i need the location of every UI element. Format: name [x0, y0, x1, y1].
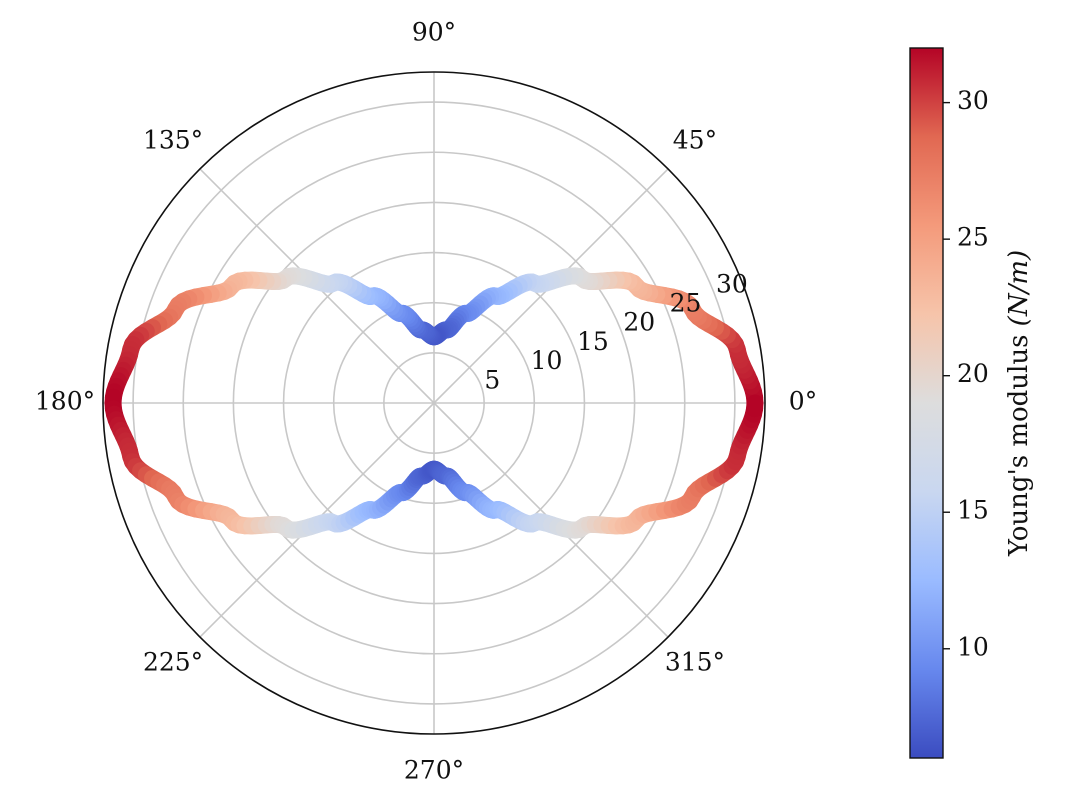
radial-tick-label: 10	[531, 346, 563, 375]
radial-tick-labels: 5 10 15 20 25 30	[484, 269, 747, 394]
polar-grid	[103, 72, 765, 734]
theta-tick-label: 0°	[789, 387, 817, 416]
colorbar-tick-label: 25	[957, 223, 989, 252]
radial-tick-label: 15	[577, 327, 609, 356]
theta-tick-label: 180°	[35, 387, 95, 416]
theta-tick-label: 135°	[143, 126, 203, 155]
colorbar-tick-label: 30	[957, 86, 989, 115]
colorbar-tick-label: 10	[957, 632, 989, 661]
colorbar-tick-label: 20	[957, 359, 989, 388]
theta-tick-labels: 0° 45° 90° 135° 180° 225° 270° 315°	[35, 18, 817, 785]
theta-tick-label: 90°	[412, 18, 456, 47]
colorbar: 10 15 20 25 30 Young's modulus (N/m)	[909, 47, 1034, 759]
colorbar-gradient	[909, 47, 944, 759]
radial-tick-label: 25	[670, 289, 702, 318]
theta-tick-label: 45°	[673, 126, 717, 155]
colorbar-tick-label: 15	[957, 496, 989, 525]
theta-tick-label: 315°	[665, 647, 725, 676]
theta-tick-label: 270°	[404, 756, 464, 785]
colorbar-label: Young's modulus (N/m)	[1004, 250, 1034, 557]
polar-axes-frame	[102, 71, 766, 735]
radial-tick-label: 30	[716, 269, 748, 298]
theta-tick-label: 225°	[143, 647, 203, 676]
radial-tick-label: 20	[623, 308, 655, 337]
radial-tick-label: 5	[484, 365, 500, 394]
polar-data-curve	[104, 267, 764, 539]
